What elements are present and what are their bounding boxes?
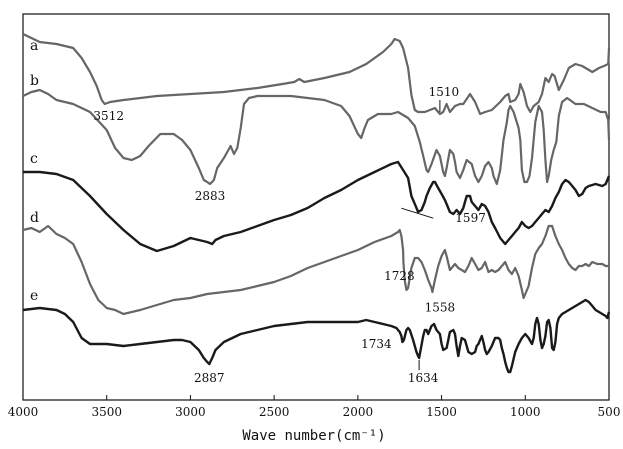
series-line-d xyxy=(23,226,609,314)
peak-label: 1558 xyxy=(425,301,456,315)
x-tick-label: 2000 xyxy=(343,405,374,419)
x-axis-label: Wave number(cm⁻¹) xyxy=(242,428,385,444)
peak-label: 3512 xyxy=(93,109,124,123)
series-line-c xyxy=(23,162,609,251)
peak-label: 1734 xyxy=(361,337,392,351)
x-tick-label: 1500 xyxy=(426,405,457,419)
x-tick-label: 3500 xyxy=(91,405,122,419)
x-tick-label: 1000 xyxy=(510,405,541,419)
series-label-d: d xyxy=(30,210,39,226)
peak-label: 1728 xyxy=(384,269,415,283)
peak-label: 2887 xyxy=(194,371,225,385)
series-line-e xyxy=(23,300,609,372)
series-label-b: b xyxy=(30,73,39,89)
x-tick-label: 500 xyxy=(598,405,621,419)
plot-frame xyxy=(23,14,609,400)
series-label-e: e xyxy=(30,288,38,304)
series-label-a: a xyxy=(30,38,38,54)
x-axis-ticks: 4000 3500 3000 2500 2000 1500 1000 500 xyxy=(8,395,621,419)
x-tick-label: 4000 xyxy=(8,405,39,419)
series-label-c: c xyxy=(30,151,38,167)
peak-label: 1634 xyxy=(408,371,439,385)
x-tick-label: 2500 xyxy=(259,405,290,419)
peak-label: 1510 xyxy=(429,85,460,99)
series-line-b xyxy=(23,90,609,184)
peak-label: 1597 xyxy=(455,211,486,225)
series-line-a xyxy=(23,34,609,114)
annotation-layer: 3512 1510 2883 1597 1728 1558 1734 1634 2887 xyxy=(93,85,485,385)
series-layer xyxy=(23,34,609,372)
peak-label: 2883 xyxy=(195,189,226,203)
x-tick-label: 3000 xyxy=(175,405,206,419)
